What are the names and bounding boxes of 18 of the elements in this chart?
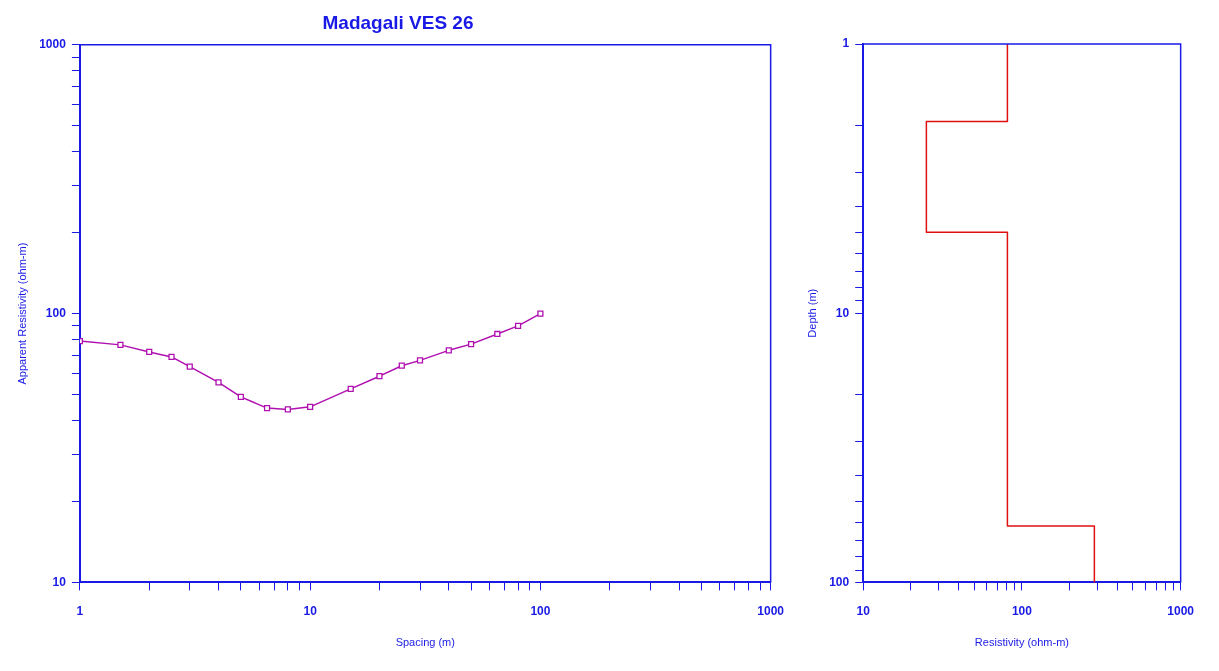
- x-tick-label: 10: [303, 603, 318, 618]
- x-tick-label: 1000: [757, 603, 785, 618]
- x-tick-label: 100: [530, 603, 551, 618]
- x-tick-label: 1000: [1167, 603, 1195, 618]
- y-tick-label: 10: [52, 574, 67, 589]
- x-axis-title: Spacing (m): [395, 636, 455, 649]
- y-axis-title: Depth (m): [805, 288, 818, 338]
- y-tick-label: 100: [45, 305, 67, 320]
- y-axis-title: Apparent Resistivity (ohm-m): [15, 242, 28, 385]
- y-tick-label: 1000: [39, 37, 67, 52]
- chart-title: Madagali VES 26: [322, 11, 474, 33]
- y-tick-label: 1: [842, 36, 850, 51]
- x-tick-label: 100: [1011, 603, 1033, 618]
- y-tick-label: 100: [829, 574, 850, 589]
- y-tick-label: 10: [835, 305, 850, 320]
- x-axis-title: Resistivity (ohm-m): [974, 636, 1069, 649]
- x-tick-label: 1: [76, 603, 84, 618]
- x-tick-label: 10: [856, 603, 871, 618]
